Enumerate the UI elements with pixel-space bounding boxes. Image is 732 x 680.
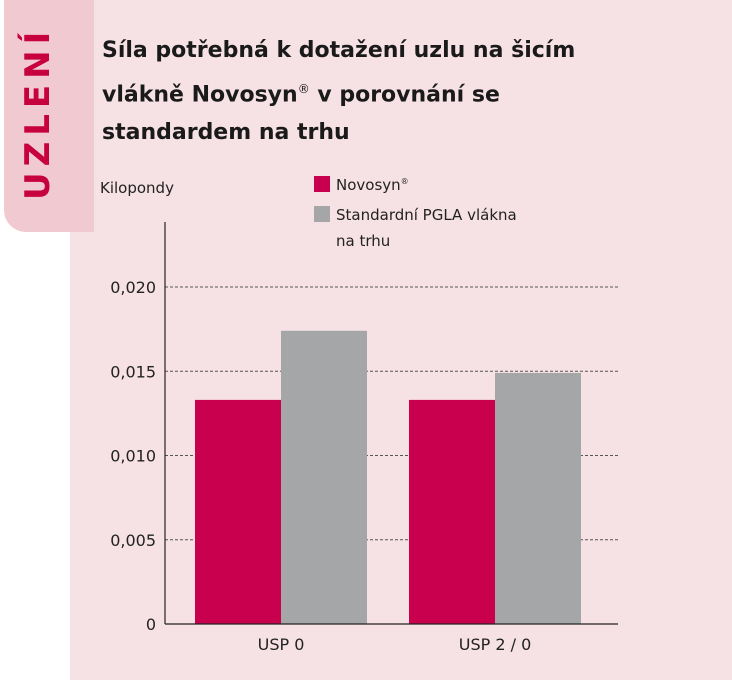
legend-novosyn-sup: ® — [401, 177, 409, 186]
y-tick-label: 0,010 — [110, 447, 156, 466]
chart-title-line-2-b: v porovnání se — [309, 82, 500, 108]
chart-title-line-2: vlákně Novosyn® v porovnání se — [102, 70, 622, 114]
chart-title-line-1: Síla potřebná k dotažení uzlu na šicím — [102, 38, 576, 63]
legend-label-pgla-line2: na trhu — [336, 232, 390, 250]
bars — [195, 330, 581, 624]
y-tick-label: 0,005 — [110, 531, 156, 550]
bar-novosyn-2 — [409, 399, 495, 624]
y-tick-label: 0 — [146, 615, 156, 634]
bar-novosyn-1 — [195, 399, 281, 624]
legend-label-novosyn: Novosyn® — [336, 176, 409, 194]
y-tick-labels: 0 0,005 0,010 0,015 0,020 — [110, 278, 156, 634]
chart-title-line-3: standardem na trhu — [102, 120, 350, 146]
bar-pgla-1 — [281, 330, 367, 624]
legend-novosyn-name: Novosyn — [336, 176, 401, 194]
chart-panel — [70, 0, 732, 680]
y-tick-label: 0,015 — [110, 362, 156, 381]
side-tab: UZLENÍ — [4, 0, 94, 232]
x-tick-label: USP 2 / 0 — [459, 635, 532, 654]
y-tick-label: 0,020 — [110, 278, 156, 297]
legend-swatch-novosyn — [314, 176, 330, 192]
legend-swatch-pgla — [314, 206, 330, 222]
y-axis-label: Kilopondy — [100, 179, 174, 197]
x-tick-labels: USP 0 USP 2 / 0 — [258, 635, 532, 654]
legend-label-pgla: Standardní PGLA vlákna — [336, 206, 517, 224]
x-tick-label: USP 0 — [258, 635, 305, 654]
chart-title: Síla potřebná k dotažení uzlu na šicím v… — [102, 32, 622, 152]
bar-pgla-2 — [495, 372, 581, 624]
chart-title-line-2-a: vlákně Novosyn — [102, 82, 298, 108]
registered-mark: ® — [297, 82, 310, 96]
